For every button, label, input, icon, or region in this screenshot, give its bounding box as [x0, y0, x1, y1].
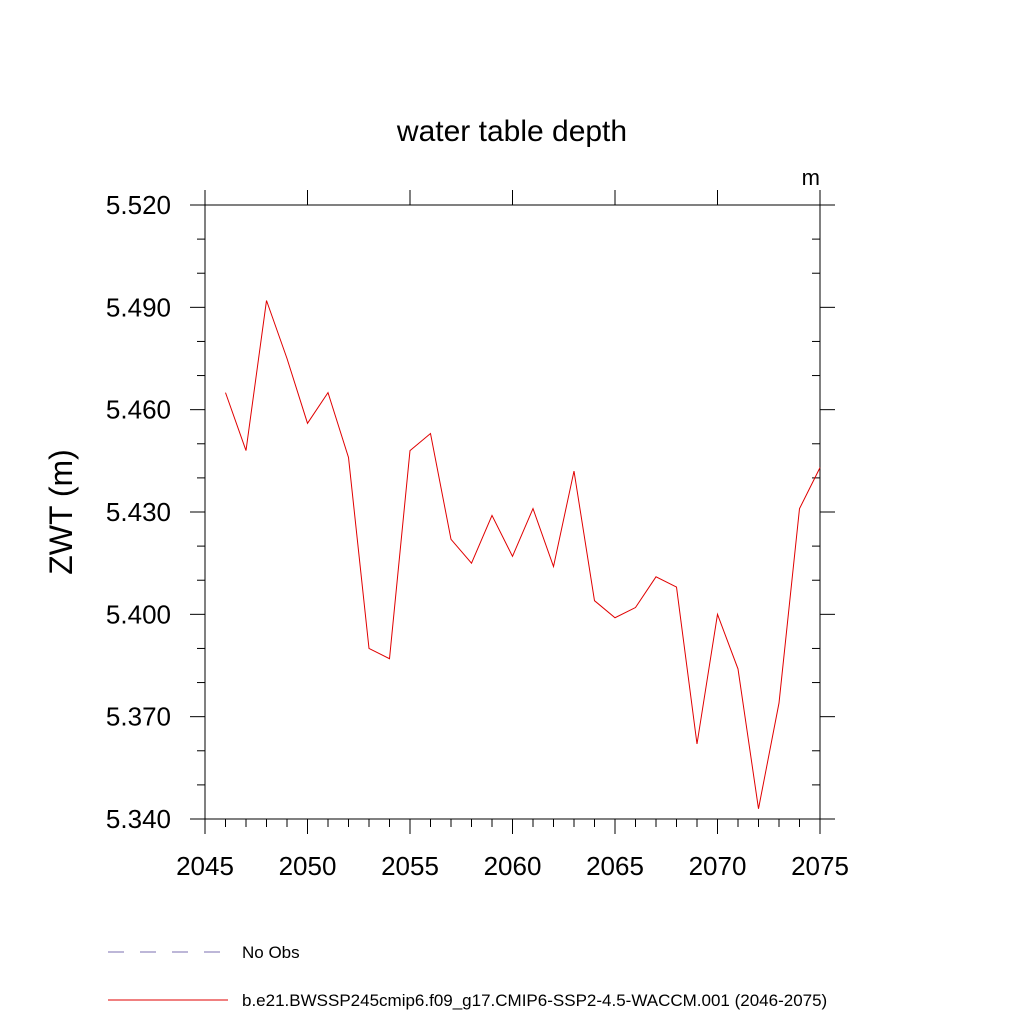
- y-tick-label: 5.340: [106, 804, 171, 834]
- y-tick-label: 5.430: [106, 497, 171, 527]
- x-tick-label: 2060: [484, 851, 542, 881]
- y-axis-title: ZWT (m): [43, 449, 79, 575]
- legend: No Obs b.e21.BWSSP245cmip6.f09_g17.CMIP6-…: [108, 943, 827, 1010]
- x-tick-label: 2045: [176, 851, 234, 881]
- legend-label: No Obs: [242, 943, 300, 962]
- y-tick-label: 5.520: [106, 190, 171, 220]
- x-tick-label: 2065: [586, 851, 644, 881]
- chart-title: water table depth: [396, 115, 627, 148]
- series-layer: [225, 300, 821, 809]
- y-tick-label: 5.370: [106, 702, 171, 732]
- series-line: [225, 300, 821, 809]
- ticks-layer: 2045 2050 2055 2060 2065 2070 2075 5.340 5.370 5.…: [106, 190, 849, 881]
- y-tick-label: 5.400: [106, 599, 171, 629]
- x-tick-label: 2055: [381, 851, 439, 881]
- x-tick-label: 2070: [689, 851, 747, 881]
- units-label: m: [802, 165, 820, 190]
- legend-label: b.e21.BWSSP245cmip6.f09_g17.CMIP6-SSP2-4…: [242, 991, 827, 1010]
- plot-frame: [204, 204, 821, 820]
- y-tick-label: 5.460: [106, 395, 171, 425]
- x-tick-label: 2075: [791, 851, 849, 881]
- y-tick-label: 5.490: [106, 292, 171, 322]
- x-tick-label: 2050: [279, 851, 337, 881]
